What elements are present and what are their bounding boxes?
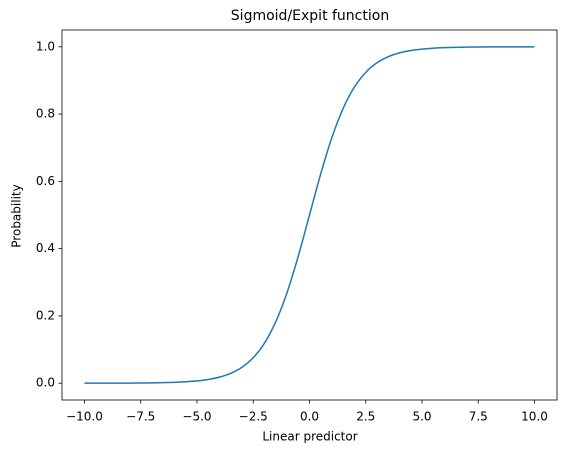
x-tick-label: 5.0 — [412, 410, 431, 424]
x-tick-label: 0.0 — [300, 410, 319, 424]
x-axis-label: Linear predictor — [262, 430, 357, 444]
x-tick-label: −10.0 — [66, 410, 103, 424]
x-tick-label: 2.5 — [356, 410, 375, 424]
x-tick-label: −5.0 — [182, 410, 211, 424]
y-tick-label: 0.8 — [36, 107, 55, 121]
x-tick-label: 10.0 — [521, 410, 548, 424]
x-tick-label: 7.5 — [469, 410, 488, 424]
y-tick-label: 0.6 — [36, 174, 55, 188]
x-tick-label: −2.5 — [239, 410, 268, 424]
line-series — [84, 46, 535, 384]
y-tick-label: 1.0 — [36, 39, 55, 53]
y-tick-label: 0.0 — [36, 376, 55, 390]
y-tick-label: 0.4 — [36, 241, 55, 255]
x-tick-label: −7.5 — [126, 410, 155, 424]
y-tick-label: 0.2 — [36, 308, 55, 322]
chart-title: Sigmoid/Expit function — [231, 8, 389, 24]
y-axis-label: Probability — [10, 184, 24, 247]
